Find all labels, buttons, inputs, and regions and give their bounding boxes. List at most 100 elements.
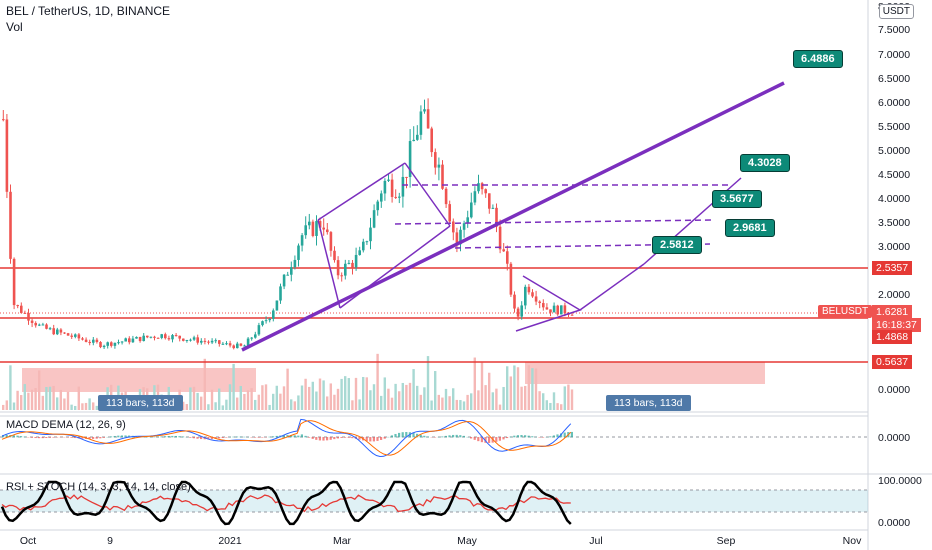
price-axis-tick: 5.0000 <box>878 145 910 157</box>
candle-body <box>20 305 23 313</box>
volume-bar <box>336 388 340 410</box>
candle-body <box>207 341 210 343</box>
volume-bar <box>250 388 253 410</box>
macd-label[interactable]: MACD DEMA (12, 26, 9) <box>6 419 126 431</box>
macd-hist-bar <box>448 435 451 438</box>
last-price-tag: 1.6281 <box>872 305 913 319</box>
macd-hist-bar <box>477 437 480 442</box>
volume-bar <box>380 395 383 410</box>
volume-bar <box>12 402 16 410</box>
candle-body <box>81 338 84 340</box>
macd-hist-bar <box>380 437 383 440</box>
candle-body <box>200 340 203 343</box>
macd-hist-bar <box>92 437 95 439</box>
macd-hist-bar <box>506 437 509 439</box>
candle-body <box>452 221 455 233</box>
symbol-tag: BELUSDT <box>818 305 873 318</box>
volume-bar <box>376 353 379 410</box>
candle-body <box>326 229 329 233</box>
volume-bar <box>56 397 59 410</box>
candle-body <box>257 325 261 335</box>
price-axis-tick: 3.0000 <box>878 241 910 253</box>
candle-body <box>297 245 300 260</box>
candle-body <box>178 335 181 339</box>
target-label-5[interactable]: 2.5812 <box>652 236 702 254</box>
volume-bar <box>77 386 80 410</box>
price-axis-tick: 6.0000 <box>878 97 910 109</box>
macd-hist-bar <box>20 436 23 438</box>
candle-body <box>531 292 534 297</box>
volume-bar <box>351 400 354 410</box>
macd-hist-bar <box>520 435 523 438</box>
channel-upper[interactable] <box>317 162 406 221</box>
range-label-left[interactable]: 113 bars, 113d <box>98 395 183 411</box>
currency-button[interactable]: USDT <box>878 4 914 19</box>
candle-body <box>45 324 48 329</box>
macd-hist-bar <box>5 434 8 438</box>
volume-bar <box>495 388 498 410</box>
volume-bar <box>275 385 278 410</box>
volume-bar <box>30 389 34 410</box>
channel-lower[interactable] <box>339 225 451 309</box>
volume-bar <box>534 368 538 410</box>
price-axis-tick: 6.5000 <box>878 73 910 85</box>
time-axis-tick: Oct <box>20 535 36 547</box>
volume-bar <box>444 388 448 410</box>
macd-hist-bar <box>225 437 228 438</box>
candle-body <box>66 333 70 336</box>
candle-body <box>124 338 127 342</box>
target-label-3[interactable]: 3.5677 <box>712 190 762 208</box>
candle-body <box>394 196 397 198</box>
candle-body <box>534 296 538 302</box>
volume-bar <box>48 386 52 410</box>
volume-bar <box>268 404 271 410</box>
target-label-1[interactable]: 6.4886 <box>793 50 843 68</box>
candle-body <box>311 221 315 236</box>
macd-hist-bar <box>178 436 181 438</box>
candle-body <box>560 305 563 315</box>
candle-body <box>290 267 293 275</box>
volume-bar <box>354 377 358 410</box>
macd-hist-bar <box>480 437 483 443</box>
volume-range-right <box>525 362 765 384</box>
candle-body <box>351 262 354 268</box>
candle-body <box>570 314 574 316</box>
time-axis[interactable]: Oct 9 2021 Mar May Jul Sep Nov <box>20 535 862 547</box>
projection-line[interactable] <box>579 263 645 311</box>
main-trendline[interactable] <box>241 81 785 352</box>
target-label-2[interactable]: 4.3028 <box>740 154 790 172</box>
price-axis-tick: 7.5000 <box>878 24 910 36</box>
macd-hist-bar <box>16 435 19 438</box>
target-label-4[interactable]: 2.9681 <box>725 219 775 237</box>
macd-hist-bar <box>398 432 401 438</box>
candle-body <box>556 305 559 315</box>
candle-body <box>441 164 444 189</box>
volume-bar <box>318 378 322 410</box>
volume-bar <box>326 396 329 410</box>
macd-hist-bar <box>441 436 444 438</box>
volume-bar <box>286 368 289 410</box>
macd-hist-bar <box>300 434 303 438</box>
macd-hist-bar <box>12 435 15 438</box>
candle-body <box>408 141 412 178</box>
candle-body <box>455 232 459 245</box>
macd-hist-bar <box>167 436 170 438</box>
candle-body <box>527 286 531 293</box>
range-label-right[interactable]: 113 bars, 113d <box>606 395 691 411</box>
volume-bar <box>570 389 574 410</box>
candle-body <box>164 334 167 339</box>
rsi-label[interactable]: RSI + STOCH (14, 3, 3, 14, 14, close) <box>6 481 191 493</box>
rsi-line <box>1 494 571 513</box>
volume-bar <box>315 391 318 410</box>
macd-hist-bar <box>412 432 415 438</box>
volume-bar <box>88 398 91 410</box>
candle-body <box>358 250 361 255</box>
volume-bar <box>516 367 520 410</box>
volume-bar <box>455 399 458 410</box>
candle-body <box>491 207 495 209</box>
volume-bar <box>412 369 415 410</box>
candle-body <box>88 341 91 343</box>
macd-hist-bar <box>268 436 271 438</box>
volume-bar <box>225 399 228 410</box>
